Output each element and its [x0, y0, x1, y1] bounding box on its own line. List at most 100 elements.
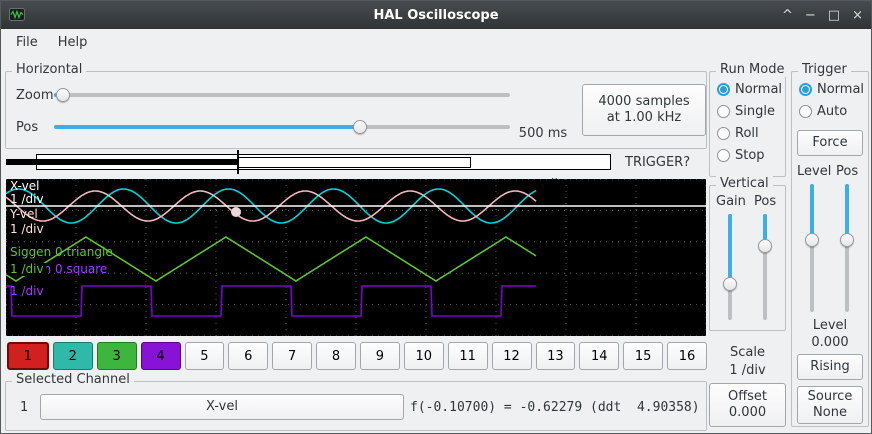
menubar: File Help [1, 29, 871, 55]
trigger-auto[interactable]: Auto [799, 103, 864, 120]
offset-button[interactable]: Offset 0.000 [709, 383, 786, 427]
menu-file[interactable]: File [16, 34, 38, 50]
maximize-icon[interactable]: □ [827, 7, 841, 23]
radio-icon [717, 105, 730, 118]
scope-channel-label: Y-vel [10, 207, 38, 221]
channel-button-row: 1 2 3 4 5 6 7 8 9 10 11 12 13 14 15 16 [7, 342, 707, 370]
samples-line2: at 1.00 kHz [606, 110, 682, 125]
scale-value: 1 /div [729, 363, 766, 378]
scope-channel-label: 1 /div [10, 284, 44, 298]
trigger-normal[interactable]: Normal [799, 81, 864, 98]
record-cursor[interactable] [237, 150, 239, 174]
channel-button-7[interactable]: 7 [272, 342, 313, 370]
run-mode-stop[interactable]: Stop [717, 147, 785, 164]
channel-name-button[interactable]: X-vel [40, 394, 404, 420]
radio-icon [799, 83, 812, 96]
channel-value-readout: f(-0.10700) = -0.62279 (ddt 4.90358) [410, 400, 700, 415]
channel-button-13[interactable]: 13 [535, 342, 576, 370]
trigger-pos-slider[interactable] [838, 184, 856, 312]
radio-icon [717, 83, 730, 96]
channel-button-4[interactable]: 4 [140, 342, 181, 370]
slider-fill [54, 125, 360, 129]
slider-handle[interactable] [805, 233, 819, 248]
y-vel-trace [6, 190, 537, 222]
source-value: None [813, 405, 847, 420]
slider-track [763, 214, 767, 320]
slider-fill [810, 184, 814, 241]
rate-line1: 500 ms [518, 126, 568, 141]
scope-channel-label: 1 /div [10, 222, 44, 236]
run-mode-normal[interactable]: Normal [717, 81, 785, 98]
vertical-group: Vertical Gain Pos [709, 176, 786, 331]
channel-button-12[interactable]: 12 [491, 342, 532, 370]
slider-track [810, 184, 814, 312]
zoom-label: Zoom [16, 88, 54, 103]
slider-fill [728, 214, 732, 284]
slope-label: Rising [810, 358, 850, 374]
slider-handle[interactable] [723, 276, 737, 291]
zoom-slider[interactable] [54, 86, 510, 104]
vertical-group-label: Vertical [716, 176, 773, 191]
channel-button-3[interactable]: 3 [96, 342, 137, 370]
probe-marker[interactable] [231, 207, 241, 217]
radio-label: Normal [735, 82, 783, 97]
slider-handle[interactable] [56, 88, 71, 102]
trigger-group-label: Trigger [798, 62, 851, 77]
square-trace [6, 285, 536, 317]
waveform-canvas [6, 179, 706, 336]
trigger-level-slider[interactable] [803, 184, 821, 312]
slider-handle[interactable] [352, 120, 367, 134]
slider-track [54, 93, 510, 97]
pos-label: Pos [16, 120, 39, 135]
offset-value: 0.000 [728, 405, 767, 420]
slider-handle[interactable] [840, 233, 854, 248]
run-mode-group-label: Run Mode [716, 62, 789, 77]
close-icon[interactable]: × [852, 7, 863, 23]
horizontal-group: Horizontal Zoom 500 ms per div 4000 samp… [5, 62, 707, 192]
gain-label: Gain [716, 194, 746, 209]
horizontal-group-label: Horizontal [12, 62, 87, 77]
minimize-icon[interactable]: − [804, 7, 816, 23]
trigger-level-readout-value: 0.000 [811, 335, 849, 350]
channel-button-15[interactable]: 15 [623, 342, 664, 370]
samples-button[interactable]: 4000 samples at 1.00 kHz [582, 84, 706, 136]
radio-label: Auto [817, 104, 848, 119]
channel-button-11[interactable]: 11 [447, 342, 488, 370]
triangle-trace [6, 236, 537, 282]
selected-channel-number: 1 [20, 400, 29, 415]
channel-button-16[interactable]: 16 [667, 342, 707, 370]
shade-icon[interactable]: ^ [781, 7, 793, 23]
trigger-level-readout-label: Level [812, 318, 848, 333]
scope-channel-label: Siggen 0.triangle [10, 245, 113, 259]
channel-button-1[interactable]: 1 [7, 342, 49, 370]
radio-label: Single [735, 104, 775, 119]
force-button[interactable]: Force [797, 130, 863, 156]
channel-button-8[interactable]: 8 [316, 342, 356, 370]
channel-button-10[interactable]: 10 [403, 342, 444, 370]
run-mode-single[interactable]: Single [717, 103, 785, 120]
radio-icon [799, 105, 812, 118]
scope-display[interactable]: X-vel 1 /div Y-vel 1 /div Siggen 0.triangle S… [6, 179, 706, 336]
slope-button[interactable]: Rising [797, 354, 863, 380]
channel-name-label: X-vel [206, 398, 238, 414]
gain-slider[interactable] [721, 214, 739, 320]
slider-handle[interactable] [758, 238, 772, 253]
source-button[interactable]: Source None [797, 386, 863, 424]
offset-label: Offset [727, 388, 768, 404]
run-mode-group: Run Mode Normal Single Roll Stop [709, 62, 789, 177]
vertical-pos-slider[interactable] [756, 214, 774, 320]
channel-button-6[interactable]: 6 [228, 342, 269, 370]
scope-channel-label: X-vel [10, 179, 40, 193]
run-mode-roll[interactable]: Roll [717, 125, 785, 142]
pos-slider[interactable] [54, 118, 510, 136]
slider-track [845, 184, 849, 312]
channel-button-2[interactable]: 2 [52, 342, 93, 370]
scale-label: Scale [730, 345, 765, 360]
channel-button-9[interactable]: 9 [360, 342, 400, 370]
trigger-level-label: Level [797, 164, 832, 179]
channel-button-5[interactable]: 5 [184, 342, 225, 370]
scope-channel-labels: X-vel 1 /div Y-vel 1 /div Siggen 0.triangle S… [6, 179, 706, 336]
channel-button-14[interactable]: 14 [579, 342, 620, 370]
samples-line1: 4000 samples [598, 93, 690, 109]
menu-help[interactable]: Help [57, 34, 88, 50]
